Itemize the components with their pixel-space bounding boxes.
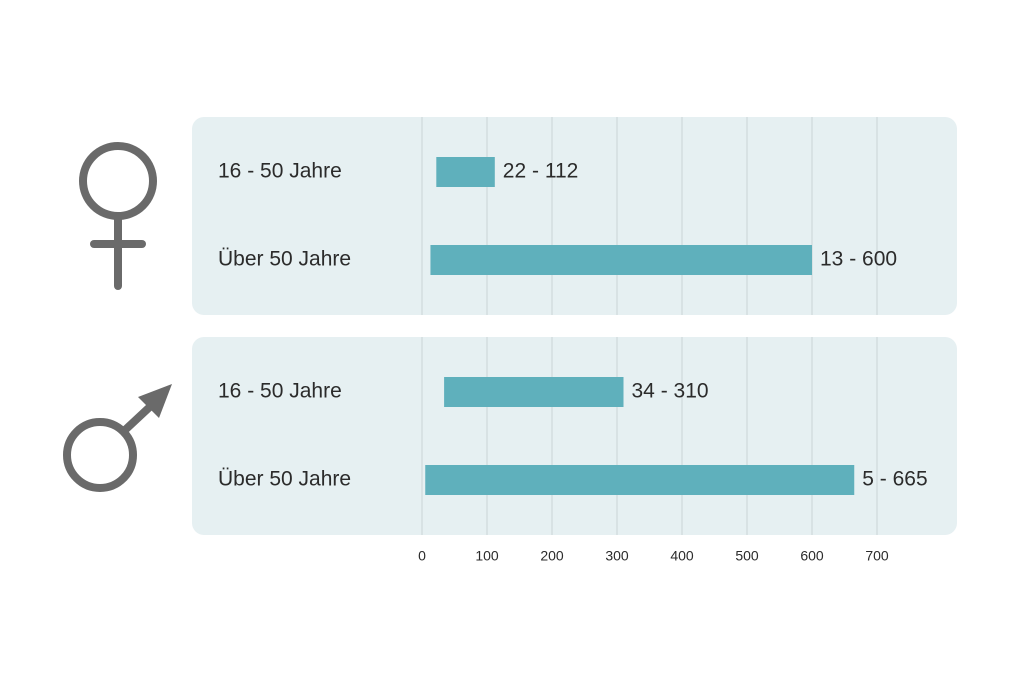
bar-value-label: 34 - 310 — [632, 380, 709, 403]
female-symbol-ring — [79, 142, 157, 220]
x-tick-label: 300 — [605, 548, 629, 564]
male-symbol-icon — [63, 384, 172, 492]
male-symbol-ring — [63, 418, 137, 492]
x-tick-label: 400 — [670, 548, 694, 564]
x-tick-label: 600 — [800, 548, 824, 564]
female-symbol-icon — [79, 142, 157, 290]
x-tick-label: 200 — [540, 548, 564, 564]
group-panel-2 — [192, 337, 957, 535]
group-panel-1 — [192, 117, 957, 315]
x-tick-label: 500 — [735, 548, 759, 564]
x-tick-label: 700 — [865, 548, 889, 564]
row-label: Über 50 Jahre — [218, 248, 351, 271]
x-tick-label: 100 — [475, 548, 499, 564]
row-label: 16 - 50 Jahre — [218, 380, 342, 403]
range-bar — [436, 157, 495, 187]
x-tick-label: 0 — [418, 548, 426, 564]
bar-value-label: 22 - 112 — [503, 160, 579, 183]
row-label: Über 50 Jahre — [218, 468, 351, 491]
male-symbol-arrowhead — [138, 384, 172, 418]
bar-value-label: 5 - 665 — [862, 468, 927, 491]
range-bar — [444, 377, 624, 407]
range-bar — [430, 245, 812, 275]
row-label: 16 - 50 Jahre — [218, 160, 342, 183]
range-bar — [425, 465, 855, 495]
bar-value-label: 13 - 600 — [820, 248, 897, 271]
